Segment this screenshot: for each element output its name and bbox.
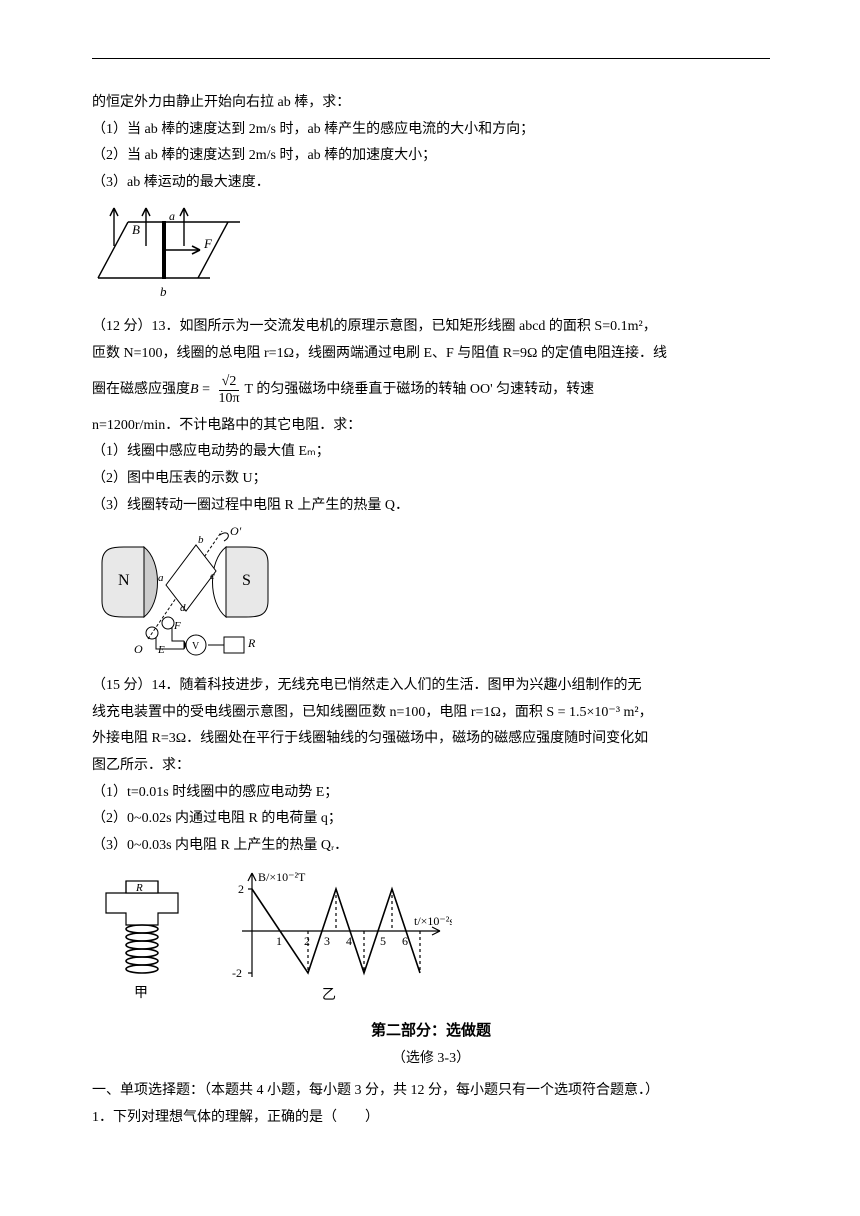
q13-formula-line: 圈在磁感应强度 B = √210π T 的匀强磁场中绕垂直于磁场的转轴 OO' … [92, 374, 770, 407]
svg-text:6: 6 [402, 934, 408, 948]
svg-text:d: d [180, 602, 186, 614]
svg-text:2: 2 [304, 934, 310, 948]
svg-text:c: c [210, 570, 215, 582]
q14-item-2: （2）0~0.02s 内通过电阻 R 的电荷量 q； [92, 806, 770, 833]
svg-text:乙: 乙 [322, 987, 336, 1003]
svg-text:R: R [135, 882, 143, 894]
svg-text:B: B [132, 222, 140, 237]
q14-line-2: 线充电装置中的受电线圈示意图，已知线圈匝数 n=100，电阻 r=1Ω，面积 S… [92, 700, 770, 727]
svg-text:F: F [203, 236, 213, 251]
q14-line-4: 图乙所示．求： [92, 753, 770, 780]
q13-item-3: （3）线圈转动一圈过程中电阻 R 上产生的热量 Q． [92, 493, 770, 520]
section2-sub: （选修 3-3） [92, 1046, 770, 1073]
svg-text:2: 2 [238, 882, 244, 896]
svg-text:1: 1 [276, 934, 282, 948]
q13-line-3: n=1200r/min．不计电路中的其它电阻．求： [92, 413, 770, 440]
q14-figure-coil: R 甲 [92, 869, 192, 1003]
svg-text:R: R [247, 636, 256, 650]
svg-text:甲: 甲 [134, 986, 148, 1001]
section2-q1: 1．下列对理想气体的理解，正确的是（ ） [92, 1105, 770, 1132]
svg-text:3: 3 [324, 934, 330, 948]
q13-line-1: （12 分）13．如图所示为一交流发电机的原理示意图，已知矩形线圈 abcd 的… [92, 314, 770, 341]
q12-intro: 的恒定外力由静止开始向右拉 ab 棒，求： [92, 90, 770, 117]
svg-text:N: N [118, 572, 130, 589]
svg-text:O': O' [230, 525, 242, 538]
q12-figure-rail: B a F b [92, 204, 770, 308]
section2-title: 第二部分：选做题 [92, 1017, 770, 1046]
svg-text:F: F [173, 620, 181, 632]
svg-text:a: a [169, 209, 175, 223]
q13-item-1: （1）线圈中感应电动势的最大值 Eₘ； [92, 439, 770, 466]
section2-heading: 一、单项选择题：（本题共 4 小题，每小题 3 分，共 12 分，每小题只有一个… [92, 1078, 770, 1105]
q12-item-3: （3）ab 棒运动的最大速度． [92, 170, 770, 197]
q13-item-2: （2）图中电压表的示数 U； [92, 466, 770, 493]
svg-text:b: b [198, 534, 204, 546]
svg-text:a: a [158, 572, 164, 584]
svg-text:-2: -2 [232, 966, 242, 980]
svg-text:B/×10⁻²T: B/×10⁻²T [258, 870, 306, 884]
svg-text:5: 5 [380, 934, 386, 948]
svg-text:V: V [192, 641, 200, 652]
q14-figure-graph: B/×10⁻²T 2 -2 1 2 3 4 5 6 t/×10⁻²s 乙 [222, 869, 452, 1003]
q14-item-3: （3）0~0.03s 内电阻 R 上产生的热量 Qᵣ． [92, 833, 770, 860]
svg-text:S: S [242, 572, 251, 589]
q14-line-1: （15 分）14．随着科技进步，无线充电已悄然走入人们的生活．图甲为兴趣小组制作… [92, 673, 770, 700]
svg-text:t/×10⁻²s: t/×10⁻²s [414, 914, 452, 928]
q12-item-1: （1）当 ab 棒的速度达到 2m/s 时，ab 棒产生的感应电流的大小和方向； [92, 117, 770, 144]
q13-figure-generator: N S a b c d O' O E F V R [92, 525, 770, 667]
q12-item-2: （2）当 ab 棒的速度达到 2m/s 时，ab 棒的加速度大小； [92, 143, 770, 170]
svg-text:4: 4 [346, 934, 352, 948]
svg-text:b: b [160, 284, 167, 299]
q14-item-1: （1）t=0.01s 时线圈中的感应电动势 E； [92, 780, 770, 807]
svg-text:O: O [134, 642, 143, 656]
q13-line-2: 匝数 N=100，线圈的总电阻 r=1Ω，线圈两端通过电刷 E、F 与阻值 R=… [92, 341, 770, 368]
q14-line-3: 外接电阻 R=3Ω．线圈处在平行于线圈轴线的匀强磁场中，磁场的磁感应强度随时间变… [92, 726, 770, 753]
svg-text:E: E [157, 644, 165, 656]
